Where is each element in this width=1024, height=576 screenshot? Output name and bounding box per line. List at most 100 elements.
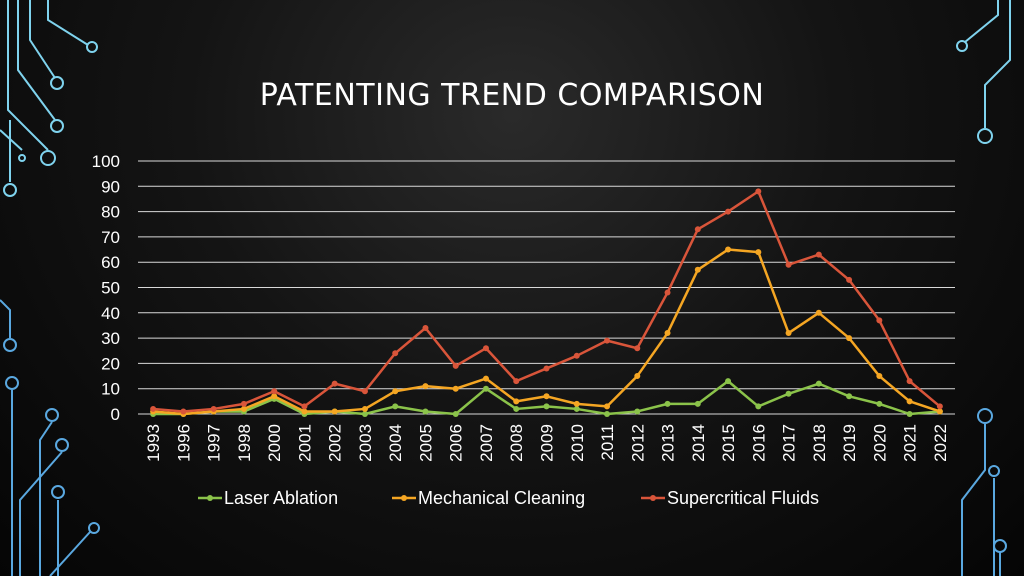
data-point	[725, 246, 732, 253]
y-tick-label: 40	[101, 304, 120, 323]
x-tick-label: 1998	[235, 424, 254, 462]
legend-item: Mechanical Cleaning	[392, 488, 585, 508]
x-tick-label: 2008	[507, 424, 526, 462]
data-point	[543, 393, 550, 400]
data-point	[876, 400, 883, 407]
data-point	[906, 378, 913, 385]
y-tick-label: 10	[101, 380, 120, 399]
data-point	[240, 400, 247, 407]
x-tick-label: 1997	[205, 424, 224, 462]
data-point	[664, 289, 671, 296]
data-point	[604, 337, 611, 344]
data-point	[725, 378, 732, 385]
data-point	[846, 393, 853, 400]
data-point	[846, 335, 853, 342]
x-tick-label: 2012	[628, 424, 647, 462]
data-point	[301, 408, 308, 415]
data-point	[361, 388, 368, 395]
y-tick-label: 80	[101, 203, 120, 222]
data-point	[694, 266, 701, 273]
gridlines	[138, 160, 955, 415]
x-tick-label: 2016	[749, 424, 768, 462]
data-point	[513, 398, 520, 405]
x-tick-label: 2002	[326, 424, 345, 462]
y-tick-label: 70	[101, 228, 120, 247]
legend-swatch-marker	[401, 495, 407, 501]
series-line	[153, 190, 941, 413]
y-tick-label: 20	[101, 354, 120, 373]
y-tick-label: 50	[101, 279, 120, 298]
data-point	[513, 405, 520, 412]
data-point	[664, 400, 671, 407]
x-tick-label: 1996	[174, 424, 193, 462]
data-point	[482, 385, 489, 392]
data-point	[725, 208, 732, 215]
legend-item: Supercritical Fluids	[641, 488, 819, 508]
data-point	[240, 405, 247, 412]
data-point	[150, 405, 157, 412]
data-point	[846, 276, 853, 283]
data-point	[271, 393, 278, 400]
y-tick-label: 30	[101, 329, 120, 348]
data-point	[331, 380, 338, 387]
legend-label: Mechanical Cleaning	[418, 488, 585, 508]
x-axis: 1993 1996 1997 1998 2000 2001 2002 2003 2004 2005…	[144, 424, 950, 462]
data-point	[392, 388, 399, 395]
data-point	[513, 378, 520, 385]
data-point	[815, 251, 822, 258]
legend: Laser Ablation Mechanical Cleaning Supercr…	[198, 488, 819, 508]
x-tick-label: 2000	[265, 424, 284, 462]
x-tick-label: 2018	[810, 424, 829, 462]
x-tick-label: 2007	[477, 424, 496, 462]
data-point	[664, 330, 671, 337]
data-point	[785, 390, 792, 397]
data-point	[694, 400, 701, 407]
data-point	[785, 261, 792, 268]
data-point	[422, 324, 429, 331]
x-tick-label: 2010	[568, 424, 587, 462]
legend-label: Laser Ablation	[224, 488, 338, 508]
x-tick-label: 2006	[447, 424, 466, 462]
x-tick-label: 2020	[870, 424, 889, 462]
x-tick-label: 2009	[538, 424, 557, 462]
y-axis: 0 10 20 30 40 50 60 70 80 90 100	[92, 152, 120, 424]
series-lines	[150, 188, 943, 417]
data-point	[755, 188, 762, 195]
data-point	[573, 400, 580, 407]
data-point	[755, 249, 762, 256]
data-point	[361, 405, 368, 412]
data-point	[210, 405, 217, 412]
data-point	[906, 398, 913, 405]
series-line	[153, 248, 941, 416]
data-point	[604, 403, 611, 410]
data-point	[452, 362, 459, 369]
x-tick-label: 2019	[840, 424, 859, 462]
data-point	[543, 403, 550, 410]
data-point	[452, 411, 459, 417]
x-tick-label: 2004	[386, 424, 405, 462]
data-point	[482, 375, 489, 382]
x-tick-label: 2013	[659, 424, 678, 462]
x-tick-label: 2003	[356, 424, 375, 462]
data-point	[392, 350, 399, 357]
data-point	[392, 403, 399, 410]
data-point	[634, 345, 641, 352]
x-tick-label: 2014	[689, 424, 708, 462]
data-point	[180, 408, 187, 415]
data-point	[482, 345, 489, 352]
data-point	[422, 383, 429, 390]
legend-swatch-marker	[650, 495, 656, 501]
chart-title: PATENTING TREND COMPARISON	[259, 78, 765, 113]
data-point	[785, 330, 792, 337]
data-point	[634, 408, 641, 415]
data-point	[573, 405, 580, 412]
data-point	[543, 365, 550, 372]
x-tick-label: 2022	[931, 424, 950, 462]
y-tick-label: 100	[92, 152, 120, 171]
data-point	[573, 352, 580, 359]
data-point	[936, 403, 943, 410]
data-point	[604, 411, 611, 417]
data-point	[694, 226, 701, 233]
legend-swatch-marker	[207, 495, 213, 501]
